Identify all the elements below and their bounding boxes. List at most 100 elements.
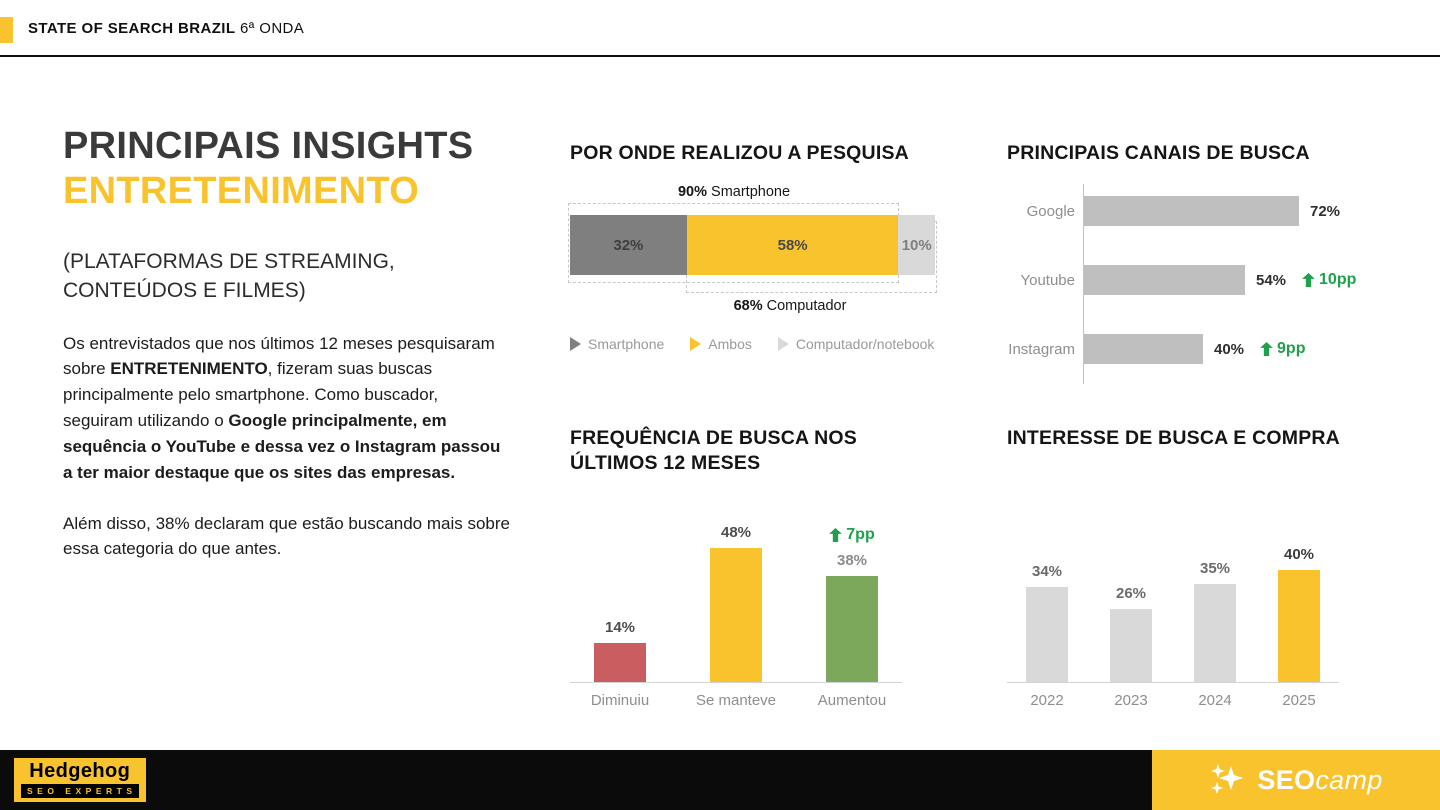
bar-category-label: Se manteve bbox=[695, 691, 777, 709]
page-title: PRINCIPAIS INSIGHTS bbox=[63, 125, 474, 167]
play-triangle-icon bbox=[570, 337, 581, 352]
bar-value: 35% bbox=[1199, 560, 1231, 578]
channel-label: Instagram bbox=[1008, 340, 1075, 358]
bar-value: 14% bbox=[604, 618, 636, 636]
legend-item: Computador/notebook bbox=[777, 336, 935, 353]
bar bbox=[826, 575, 878, 682]
legend-label: Computador/notebook bbox=[795, 336, 935, 353]
channel-value: 54% bbox=[1256, 271, 1287, 289]
play-triangle-icon bbox=[777, 337, 789, 352]
bar bbox=[1194, 584, 1236, 683]
channel-label: Youtube bbox=[1020, 271, 1075, 289]
channel-row: Youtube 54% 10pp bbox=[1007, 265, 1432, 296]
play-triangle-icon bbox=[690, 337, 702, 352]
bar-column: 34% bbox=[1007, 563, 1087, 683]
delta-value: 9pp bbox=[1277, 340, 1306, 358]
stacked-bar: 32% 58% 10% bbox=[570, 215, 935, 276]
horizontal-bars-area: Google 72% Youtube 54% 10pp Instagram 40% 9pp bbox=[1007, 184, 1432, 385]
bar bbox=[710, 547, 762, 682]
channel-bar bbox=[1083, 196, 1299, 227]
report-title: STATE OF SEARCH BRAZIL 6ª ONDA bbox=[28, 20, 304, 37]
chart-purchase-interest: INTERESSE DE BUSCA E COMPRA 34% 26% 35% 40%… bbox=[1007, 426, 1407, 709]
annotation-value: 90% bbox=[677, 184, 707, 201]
bar-column: 40% bbox=[1259, 546, 1339, 683]
bar-category-label: 2023 bbox=[1114, 692, 1148, 710]
text: , fizeram suas buscas principalmente pel… bbox=[63, 359, 439, 431]
channel-label: Google bbox=[1026, 202, 1075, 220]
chart-title: FREQUÊNCIA DE BUSCA NOS ÚLTIMOS 12 MESES bbox=[570, 427, 858, 475]
annotation-label: Smartphone bbox=[711, 184, 791, 201]
chart-title: POR ONDE REALIZOU A PESQUISA bbox=[570, 142, 909, 164]
category-note: (PLATAFORMAS DE STREAMING, CONTEÚDOS E F… bbox=[63, 249, 395, 302]
channel-delta: 10pp bbox=[1302, 271, 1356, 289]
chart-search-device: POR ONDE REALIZOU A PESQUISA 90% Smartph… bbox=[568, 141, 955, 371]
bar-category-labels: 2022 2023 2024 2025 bbox=[1007, 692, 1339, 709]
bar-column: 14% bbox=[570, 619, 670, 682]
annotation-computador: 68% Computador bbox=[665, 298, 915, 314]
insights-column: PRINCIPAIS INSIGHTS ENTRETENIMENTO (PLAT… bbox=[63, 124, 511, 562]
chart-title: INTERESSE DE BUSCA E COMPRA bbox=[1007, 427, 1340, 449]
bar bbox=[1026, 587, 1068, 683]
hedgehog-logo: Hedgehog SEO EXPERTS bbox=[14, 758, 146, 802]
bar-value: 38% bbox=[836, 551, 868, 569]
channel-value: 72% bbox=[1310, 202, 1341, 220]
report-title-rest: 6ª ONDA bbox=[239, 20, 305, 37]
chart-search-frequency: FREQUÊNCIA DE BUSCA NOS ÚLTIMOS 12 MESES… bbox=[570, 426, 902, 709]
up-arrow-icon bbox=[1302, 273, 1315, 288]
sparkles-icon bbox=[1211, 764, 1244, 794]
seocamp-logo-camp: camp bbox=[1315, 764, 1383, 795]
bar bbox=[594, 642, 646, 682]
bar-column: 48% bbox=[686, 524, 786, 682]
seocamp-logo-text: SEOcamp bbox=[1257, 765, 1382, 796]
channel-delta: 9pp bbox=[1260, 340, 1305, 358]
bar-column: 35% bbox=[1175, 560, 1255, 683]
legend-label: Ambos bbox=[708, 336, 752, 353]
bold-text: ENTRETENIMENTO bbox=[110, 359, 268, 379]
chart-search-channels: PRINCIPAIS CANAIS DE BUSCA Google 72% Yout… bbox=[1007, 141, 1432, 385]
axis-line bbox=[1083, 184, 1084, 385]
seocamp-logo-seo: SEO bbox=[1257, 764, 1316, 795]
report-title-bold: STATE OF SEARCH BRAZIL bbox=[28, 20, 236, 37]
up-arrow-icon bbox=[1260, 342, 1273, 357]
footer: Hedgehog SEO EXPERTS SEOcamp bbox=[0, 750, 1440, 810]
insights-paragraph-1: Os entrevistados que nos últimos 12 mese… bbox=[63, 331, 511, 486]
hedgehog-logo-tagline: SEO EXPERTS bbox=[21, 784, 139, 798]
legend-item: Smartphone bbox=[570, 336, 664, 352]
delta-value: 7pp bbox=[846, 525, 875, 543]
channel-row: Google 72% bbox=[1007, 196, 1432, 227]
annotation-label: Computador bbox=[766, 298, 847, 315]
channel-bar bbox=[1083, 334, 1203, 365]
legend-label: Smartphone bbox=[588, 336, 665, 353]
bar bbox=[1278, 570, 1320, 683]
annotation-value: 68% bbox=[733, 298, 763, 315]
bar-category-label: 2022 bbox=[1030, 692, 1064, 710]
bar-column: 26% bbox=[1091, 585, 1171, 683]
stacked-bar-segment: 58% bbox=[686, 215, 899, 276]
bar-value: 40% bbox=[1283, 546, 1315, 564]
text: Os entrevistados que nos últimos 12 mese… bbox=[63, 333, 495, 379]
bar-category-label: 2025 bbox=[1282, 692, 1316, 710]
delta-value: 10pp bbox=[1319, 271, 1357, 289]
chart-legend: Smartphone Ambos Computador/notebook bbox=[570, 336, 934, 352]
bar-plot-area: 14% 48% 7pp 38% bbox=[570, 487, 902, 683]
chart-title: PRINCIPAIS CANAIS DE BUSCA bbox=[1007, 142, 1310, 164]
bar-plot-area: 34% 26% 35% 40% bbox=[1007, 487, 1339, 684]
bar-column: 7pp 38% bbox=[802, 526, 902, 682]
bar-category-labels: Diminuiu Se manteve Aumentou bbox=[570, 692, 902, 709]
page-subtitle: ENTRETENIMENTO bbox=[63, 169, 420, 212]
annotation-smartphone: 90% Smartphone bbox=[570, 184, 898, 200]
channel-row: Instagram 40% 9pp bbox=[1007, 334, 1432, 365]
bar-category-label: 2024 bbox=[1198, 692, 1232, 710]
top-bar: STATE OF SEARCH BRAZIL 6ª ONDA bbox=[0, 0, 1440, 57]
bar bbox=[1110, 609, 1152, 683]
seocamp-logo: SEOcamp bbox=[1152, 750, 1440, 810]
insights-paragraph-2: Além disso, 38% declaram que estão busca… bbox=[63, 513, 510, 559]
channel-bar bbox=[1083, 265, 1245, 296]
stacked-bar-area: 90% Smartphone 32% 58% 10% 68% Computador … bbox=[568, 176, 955, 371]
bar-category-label: Aumentou bbox=[817, 691, 887, 709]
bar-value: 48% bbox=[720, 523, 752, 541]
hedgehog-logo-name: Hedgehog bbox=[29, 760, 131, 782]
stacked-bar-segment: 10% bbox=[898, 215, 935, 276]
channel-value: 40% bbox=[1214, 340, 1245, 358]
